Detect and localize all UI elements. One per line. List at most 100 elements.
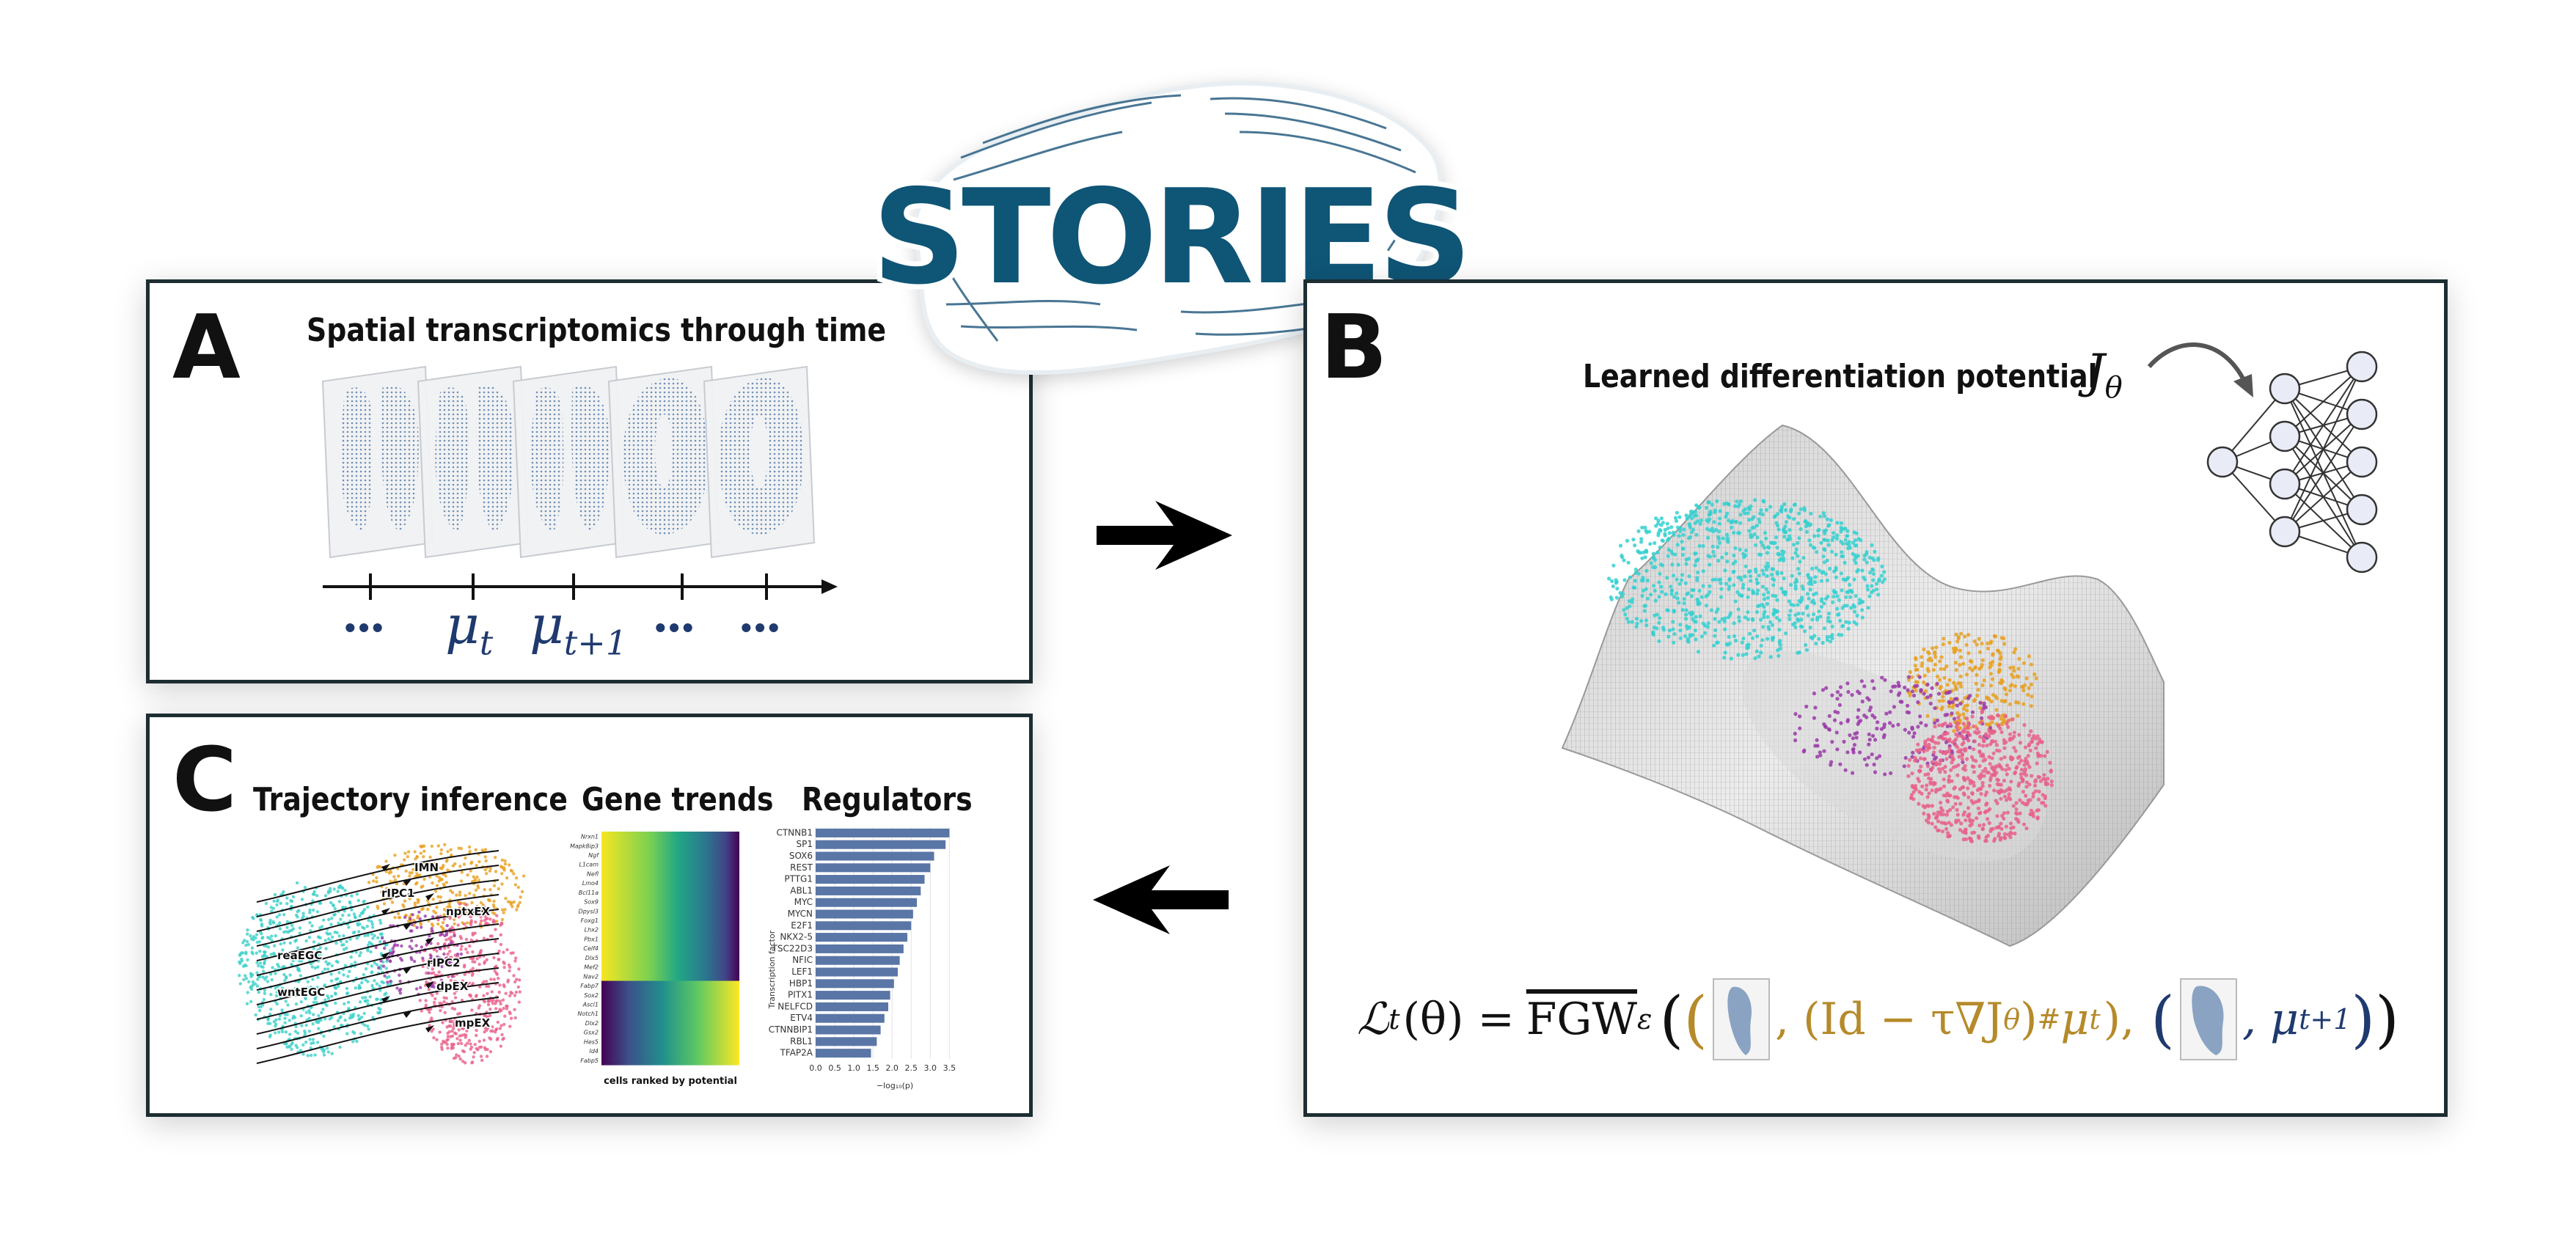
stream-line-5 [256,909,500,961]
stream-line-7 [256,938,500,991]
trajectory-label-mpEX: mpEX [455,1016,491,1030]
regulator-label-PITX1: PITX1 [788,990,813,1000]
regulator-bar-REST [816,863,931,873]
flow-line-12 [1385,186,1424,254]
nn-node-10 [2346,541,2378,573]
trajectory-label-wntEGC: wntEGC [277,986,325,999]
flow-line-3 [953,131,1123,181]
regulator-bar-NKX2-5 [816,933,908,942]
gene-label-Dlx5: Dlx5 [585,955,599,961]
nn-node-3 [2269,420,2301,452]
regulator-bar-LEF1 [816,967,899,977]
gene-label-Sox2: Sox2 [584,992,599,999]
stream-line-10 [256,982,500,1035]
timeline [323,573,838,600]
heatmap-row-Hes5 [601,1036,739,1047]
trajectory-label-rIPC1: rIPC1 [381,887,414,900]
heatmap-row-Mapk8ip3 [601,840,739,851]
formula-slice-icon-1 [1713,978,1770,1060]
regulators-xlabel: −log₁₀(p) [877,1081,913,1090]
heatmap-row-Fabp7 [601,980,739,991]
gene-label-Dpysl3: Dpysl3 [579,908,599,914]
regulator-label-HBP1: HBP1 [789,978,813,989]
heatmap-row-Id4 [601,1046,739,1056]
trajectory-label-reaEGC: reaEGC [277,949,322,962]
regulators-xtick-8: 3.5 [943,1063,956,1073]
heatmap-row-Fabp5 [601,1055,739,1066]
regulator-label-SOX6: SOX6 [789,851,813,861]
gene-label-Nav2: Nav2 [583,973,599,980]
stream-line-3 [256,879,500,932]
regulators-xtick-7: 3.0 [924,1063,937,1073]
regulator-bar-TFAP2A [816,1049,871,1058]
potential-surface [1561,424,2165,947]
spatial-slices [321,365,816,559]
gene-label-Sox9: Sox9 [584,899,599,906]
nn-node-1 [2206,446,2239,478]
regulator-bar-HBP1 [816,979,894,989]
regulator-bar-CTNNBIP1 [816,1025,881,1035]
regulator-label-PTTG1: PTTG1 [784,874,813,884]
regulators-xtick-4: 1.5 [866,1063,879,1073]
regulator-bar-SP1 [816,840,946,849]
heatmap-row-Mef2 [601,962,739,972]
spatial-slice-3 [512,365,625,559]
regulator-bar-TSC22D3 [816,944,904,953]
stream-line-1 [256,850,500,903]
cells-pink [1906,709,2054,843]
nn-node-7 [2346,398,2378,430]
heatmap-row-Ascl1 [601,999,739,1010]
regulator-label-CTNNBIP1: CTNNBIP1 [769,1024,813,1035]
gene-label-Nefl: Nefl [587,870,599,877]
gene-label-Hes5: Hes5 [584,1038,599,1045]
heatmap-row-Nefl [601,868,739,879]
stream-line-9 [256,967,500,1020]
gene-label-Pbx1: Pbx1 [584,936,599,942]
heatmap-row-Lmo4 [601,878,739,888]
stream-line-6 [256,923,500,976]
formula-slice-icon-2 [2179,978,2237,1060]
flow-line-7 [945,300,1101,306]
panel-a-title: Spatial transcriptomics through time [307,312,887,349]
spatial-slice-5 [703,365,816,559]
stream-line-11 [256,997,500,1049]
heatmap-row-Pbx1 [601,934,739,945]
nn-node-6 [2346,351,2378,383]
flow-line-4 [1210,97,1387,130]
flow-line-8 [960,325,1138,331]
heatmap-row-Foxg1 [601,915,739,925]
heatmap-xlabel: cells ranked by potential [604,1076,737,1087]
regulator-bar-SOX6 [816,851,934,861]
flow-line-5 [1224,112,1402,152]
flow-line-1 [960,101,1152,159]
heatmap-row-Nav2 [601,971,739,982]
heatmap-row-Bcl11a [601,887,739,898]
trajectory-title: Trajectory inference [253,781,568,818]
regulator-label-MYCN: MYCN [788,909,813,919]
panel-a-letter: A [172,297,241,399]
gene-label-Dlx2: Dlx2 [585,1020,599,1027]
flow-line-2 [982,94,1182,144]
trajectory-label-IMN: IMN [414,861,439,874]
spatial-slice-4 [607,365,720,559]
heatmap-row-Sox9 [601,897,739,907]
gene-label-L1cam: L1cam [579,862,599,868]
regulators-xtick-1: 0.0 [809,1063,822,1073]
heatmap-row-Lhx2 [601,925,739,935]
traj-cells-cyan [238,881,393,1057]
arrow-left [1093,865,1229,934]
panel-b-title: Learned differentiation potential [1583,358,2098,395]
gene-label-Id4: Id4 [589,1048,599,1055]
regulator-label-CTNNB1: CTNNB1 [776,827,813,837]
stream-line-2 [256,865,500,917]
regulator-label-NFIC: NFIC [792,955,813,965]
regulator-label-LEF1: LEF1 [791,967,813,977]
regulator-label-TFAP2A: TFAP2A [780,1048,813,1058]
regulator-bar-MYCN [816,909,913,919]
timeline-mu-t1: μt+1 [530,594,628,663]
regulator-bar-NELFCD [816,1002,888,1011]
gene-label-Celf4: Celf4 [583,945,599,952]
